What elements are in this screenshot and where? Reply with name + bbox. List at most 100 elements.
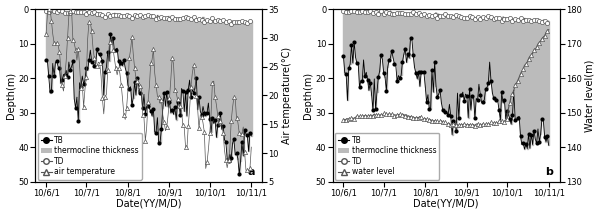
Point xyxy=(157,127,166,131)
Point xyxy=(138,113,148,117)
Point xyxy=(494,120,504,123)
Point xyxy=(210,95,220,99)
Point xyxy=(202,161,212,164)
Point xyxy=(341,118,351,122)
Point xyxy=(403,53,413,56)
Point xyxy=(435,88,445,92)
Point xyxy=(173,17,182,20)
Point xyxy=(229,20,239,23)
Point xyxy=(521,19,530,22)
Point xyxy=(403,115,413,118)
Point xyxy=(200,111,209,115)
Point xyxy=(518,19,528,22)
Point xyxy=(237,132,247,135)
Point xyxy=(229,137,239,140)
Point xyxy=(76,11,86,14)
Point xyxy=(374,12,383,15)
Point xyxy=(449,15,458,18)
Point xyxy=(167,16,177,19)
Point xyxy=(454,14,464,18)
Point xyxy=(542,21,552,25)
Point xyxy=(347,9,356,13)
Point xyxy=(154,95,164,99)
Point xyxy=(535,41,544,44)
Point xyxy=(395,12,404,15)
Point xyxy=(411,71,421,75)
Point xyxy=(68,38,77,42)
Point xyxy=(127,103,137,107)
Point xyxy=(191,18,201,22)
Point xyxy=(513,79,523,82)
Point xyxy=(382,11,391,14)
Point xyxy=(371,11,380,14)
Y-axis label: Depth(m): Depth(m) xyxy=(303,72,313,119)
Point xyxy=(422,100,431,104)
Point xyxy=(505,101,515,105)
Point xyxy=(470,124,480,127)
Point xyxy=(92,65,102,68)
Point xyxy=(521,142,530,146)
Point xyxy=(79,82,88,86)
Point xyxy=(186,17,196,20)
Point xyxy=(376,113,386,116)
Point xyxy=(465,123,475,126)
Point xyxy=(392,79,402,83)
Point xyxy=(89,65,99,68)
Point xyxy=(103,50,113,54)
Point xyxy=(119,15,128,18)
Point xyxy=(513,116,523,119)
Point xyxy=(240,21,250,24)
Point xyxy=(205,19,215,23)
Point xyxy=(542,135,552,138)
Point xyxy=(149,48,158,51)
Point xyxy=(184,16,193,20)
Point xyxy=(197,115,206,118)
Point xyxy=(82,66,91,69)
Point xyxy=(355,10,364,13)
Point xyxy=(513,18,523,21)
Point xyxy=(446,114,455,117)
Point xyxy=(95,13,104,16)
Point xyxy=(189,91,199,94)
Point xyxy=(89,10,99,14)
Point xyxy=(358,9,367,13)
Point xyxy=(181,90,190,94)
Point xyxy=(194,127,204,130)
Point xyxy=(454,116,464,119)
Point xyxy=(511,17,520,20)
Point xyxy=(164,100,174,104)
Point xyxy=(87,29,97,32)
Point xyxy=(358,80,367,83)
Legend: TB, thermocline thickness, TD, water level: TB, thermocline thickness, TD, water lev… xyxy=(335,133,439,180)
Point xyxy=(338,9,348,13)
Point xyxy=(424,13,434,16)
Point xyxy=(237,19,247,23)
Point xyxy=(167,109,177,112)
Point xyxy=(438,14,448,18)
Point xyxy=(457,15,466,19)
Point xyxy=(516,135,526,138)
Point xyxy=(473,122,482,126)
Point xyxy=(374,75,383,79)
Point xyxy=(79,105,88,108)
Point xyxy=(191,94,201,97)
Point xyxy=(208,17,217,20)
Point xyxy=(103,68,113,72)
Point xyxy=(49,74,59,77)
Point xyxy=(47,19,56,22)
Point xyxy=(49,9,59,12)
Point xyxy=(109,36,118,40)
X-axis label: Date(YY/M/D): Date(YY/M/D) xyxy=(116,198,181,208)
Point xyxy=(467,123,477,126)
Point xyxy=(481,87,490,91)
Point xyxy=(360,114,370,117)
Point xyxy=(186,95,196,99)
Point xyxy=(135,91,145,95)
Point xyxy=(371,108,380,111)
Point xyxy=(526,54,536,57)
Point xyxy=(162,125,172,129)
Point xyxy=(344,10,353,13)
Point xyxy=(486,16,496,19)
Point xyxy=(416,71,426,74)
Point xyxy=(41,58,51,61)
